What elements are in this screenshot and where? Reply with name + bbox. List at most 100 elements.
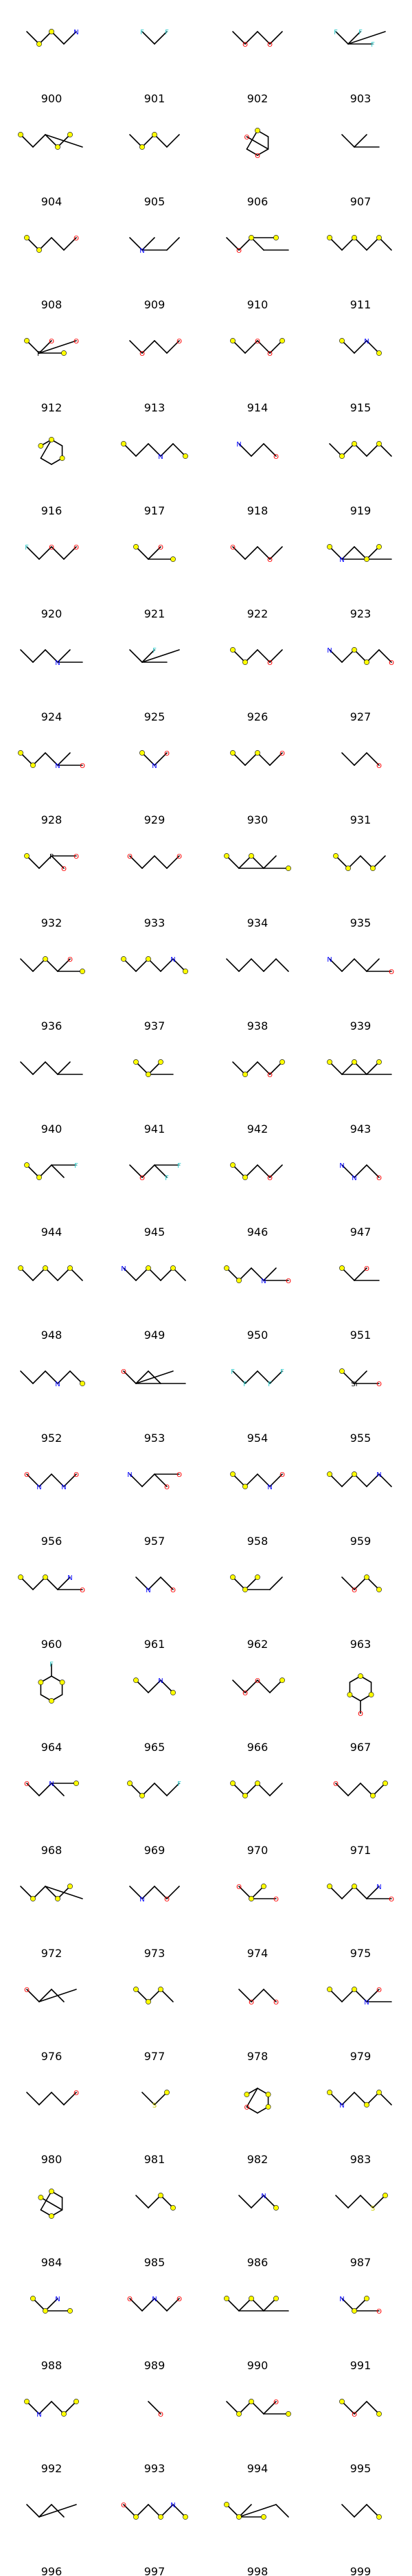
bond-line [38, 2092, 52, 2105]
wildcard-atom-marker [230, 1471, 236, 1477]
wildcard-atom-marker [133, 1987, 139, 1992]
bond-line [26, 2504, 40, 2518]
bond-line [154, 31, 168, 45]
wildcard-atom-marker [43, 956, 48, 962]
wildcard-atom-marker [24, 1162, 30, 1168]
atom-label: O [127, 853, 133, 861]
atom-label: O [80, 1587, 85, 1594]
atom-label: O [376, 1175, 382, 1182]
atom-label: F [371, 41, 375, 49]
bond-line [135, 1680, 149, 1693]
molecule-card: N O 991 [309, 2267, 412, 2372]
bond-line [347, 1783, 361, 1796]
molecule-id-label: 911 [350, 298, 371, 311]
wildcard-atom-marker [265, 2092, 271, 2097]
bond-line [244, 1783, 258, 1796]
bond-line [354, 2298, 367, 2312]
bond-line [354, 2401, 367, 2415]
molecule-structure: NO [327, 956, 394, 976]
molecule-structure: N N O [339, 1162, 382, 1182]
bond-line [154, 134, 168, 148]
molecule-id-label: 974 [247, 1947, 268, 1960]
wildcard-atom-marker [327, 2090, 332, 2095]
bond-line [347, 855, 361, 869]
bond-line [135, 443, 149, 457]
wildcard-atom-marker [67, 1265, 73, 1271]
atom-label: O [273, 1896, 279, 1903]
wildcard-atom-marker [249, 2399, 254, 2404]
bond-line [123, 1267, 137, 1281]
molecule-structure: O [133, 544, 176, 562]
bond-line [341, 1473, 355, 1487]
atom-label: F [152, 647, 157, 655]
molecule-structure [230, 1781, 283, 1798]
atom-label: O [164, 1896, 170, 1903]
molecule-id-label: 915 [350, 401, 371, 414]
atom-label: N [36, 1484, 41, 1491]
molecule-card: F O O 920 [0, 515, 103, 620]
molecule-id-label: 963 [350, 1638, 371, 1651]
atom-label: N [376, 1884, 381, 1891]
bond-line [63, 31, 77, 45]
molecule-card: 935 [309, 824, 412, 929]
bond-line [257, 1164, 271, 1178]
atom-label: O [376, 1987, 382, 1994]
atom-label: O [170, 1587, 176, 1594]
atom-label: O [358, 1710, 363, 1718]
molecule-card: O 971 [309, 1752, 412, 1857]
bond-line [263, 2195, 277, 2208]
bond-line [45, 752, 58, 766]
molecule-id-label: 989 [144, 2359, 165, 2372]
wildcard-atom-marker [376, 1059, 382, 1065]
bond-line [45, 1886, 83, 1899]
bond-line [45, 1061, 58, 1075]
bond-line [141, 1783, 155, 1796]
bond-line [123, 958, 137, 972]
bond-line [257, 31, 271, 45]
bond-line [366, 2092, 380, 2105]
atom-label: F [165, 29, 169, 36]
molecule-id-label: 987 [350, 2256, 371, 2269]
bond-line [263, 1989, 277, 2002]
bond-line [372, 1783, 386, 1796]
bond-line [347, 31, 386, 45]
bond-line [141, 1473, 155, 1487]
wildcard-atom-marker [236, 2411, 242, 2417]
molecule-structure: F [38, 1661, 65, 1704]
wildcard-atom-marker [273, 2296, 279, 2301]
molecule-card: O N N O 956 [0, 1443, 103, 1548]
molecule-structure: N [327, 544, 392, 564]
wildcard-atom-marker [273, 235, 279, 240]
bond-line [238, 1267, 252, 1281]
bond-line [38, 1989, 52, 2002]
bond-line [135, 1370, 149, 1384]
wildcard-atom-marker [36, 247, 42, 253]
bond-line [51, 546, 65, 560]
bond-line [32, 134, 46, 148]
wildcard-atom-marker [224, 1265, 229, 1271]
atom-label: N [36, 2411, 41, 2419]
bond-line [166, 2298, 180, 2312]
bond-line [257, 1473, 271, 1487]
bond-line [360, 855, 374, 869]
molecule-card: N O 960 [0, 1546, 103, 1651]
molecule-id-label: 968 [41, 1844, 62, 1857]
molecule-card: O 980 [0, 2061, 103, 2166]
wildcard-atom-marker [364, 1574, 369, 1580]
molecule-structure: OO [236, 1884, 279, 1903]
bond-line [232, 31, 246, 45]
wildcard-atom-marker [24, 2399, 30, 2404]
atom-label: O [267, 41, 273, 49]
molecule-id-label: 969 [144, 1844, 165, 1857]
bond-line [232, 1061, 246, 1075]
bond-line [257, 752, 271, 766]
bond-line [154, 2298, 168, 2312]
wildcard-atom-marker [146, 956, 151, 962]
bond-line [135, 1370, 174, 1384]
bond-line [40, 439, 52, 459]
bond-line [238, 2195, 252, 2208]
atom-label: O [376, 2308, 382, 2316]
molecule-card: 940 [0, 1030, 103, 1136]
atom-label: F [49, 1661, 54, 1669]
molecule-card: 941 [103, 1030, 206, 1136]
